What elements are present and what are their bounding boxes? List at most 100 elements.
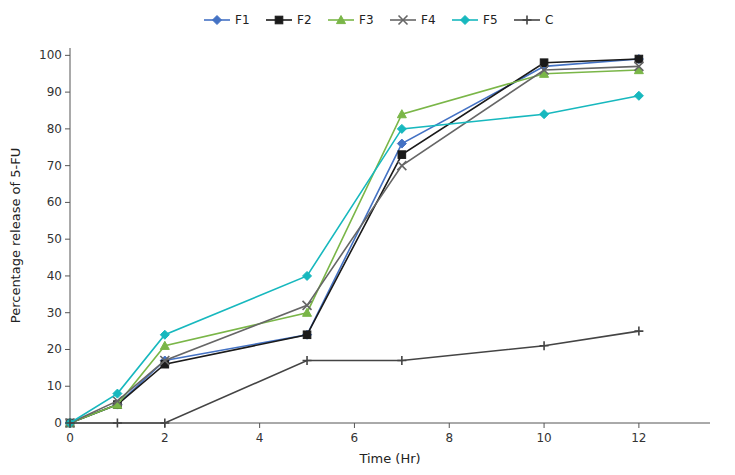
legend-marker <box>399 16 408 25</box>
marker <box>398 151 406 159</box>
x-tick <box>544 423 545 428</box>
legend: F1 F2 F3 F4 F5 C <box>204 13 553 27</box>
x-tick <box>449 423 450 428</box>
y-tick <box>65 202 70 203</box>
marker <box>634 62 643 71</box>
marker <box>303 331 311 339</box>
marker <box>66 419 75 427</box>
series <box>66 62 644 428</box>
y-tick-label: 80 <box>47 122 62 136</box>
x-tick <box>354 423 355 428</box>
marker <box>397 356 406 365</box>
marker <box>160 356 169 365</box>
marker <box>397 139 406 148</box>
marker <box>66 419 75 428</box>
marker <box>160 330 169 339</box>
marker <box>303 330 312 339</box>
legend-item: F1 <box>204 13 250 27</box>
line <box>70 70 639 423</box>
marker <box>66 419 75 428</box>
marker <box>66 419 75 428</box>
marker <box>303 356 312 365</box>
line <box>70 59 639 423</box>
y-tick-label: 10 <box>47 379 62 393</box>
marker <box>303 301 312 310</box>
y-tick <box>65 312 70 313</box>
x-tick <box>259 423 260 428</box>
y-axis-line <box>70 48 71 423</box>
legend-item: F4 <box>390 13 436 27</box>
line <box>70 59 639 423</box>
marker <box>634 91 643 100</box>
legend-label: F2 <box>297 13 312 27</box>
marker <box>66 419 75 428</box>
marker <box>635 55 643 63</box>
chart: 0 2 4 6 8 10 12 0 10 20 30 40 50 60 70 80 90 100 Time (Hr)… <box>0 0 735 475</box>
x-tick-label: 6 <box>351 431 359 445</box>
x-tick <box>638 423 639 428</box>
plot-area <box>66 55 644 428</box>
legend-label: F3 <box>359 13 374 27</box>
series <box>66 91 644 427</box>
marker <box>160 341 169 349</box>
series <box>66 66 644 427</box>
legend-label: C <box>545 13 553 27</box>
marker <box>66 419 74 427</box>
y-tick <box>65 386 70 387</box>
y-tick-label: 100 <box>39 48 62 62</box>
y-tick <box>65 128 70 129</box>
series <box>66 55 644 428</box>
y-tick <box>65 92 70 93</box>
line <box>70 331 639 423</box>
y-tick-label: 90 <box>47 85 62 99</box>
legend-item: C <box>514 13 553 27</box>
marker <box>397 110 406 118</box>
chart-container: 0 2 4 6 8 10 12 0 10 20 30 40 50 60 70 80 90 100 Time (Hr)… <box>0 0 735 475</box>
y-tick-label: 20 <box>47 342 62 356</box>
y-tick-label: 40 <box>47 269 62 283</box>
marker <box>113 419 122 428</box>
marker <box>540 66 549 75</box>
y-tick <box>65 239 70 240</box>
x-axis-label: Time (Hr) <box>358 451 420 466</box>
marker <box>113 389 122 398</box>
y-axis-label: Percentage release of 5-FU <box>8 148 23 323</box>
series <box>66 55 642 427</box>
marker <box>634 327 643 336</box>
y-tick-label: 30 <box>47 306 62 320</box>
y-tick-label: 70 <box>47 159 62 173</box>
marker <box>540 59 548 67</box>
series <box>66 327 644 428</box>
marker <box>540 110 549 119</box>
x-tick-label: 8 <box>445 431 453 445</box>
y-tick-label: 0 <box>54 416 62 430</box>
x-tick-label: 10 <box>536 431 551 445</box>
legend-label: F1 <box>235 13 250 27</box>
legend-item: F3 <box>328 13 374 27</box>
y-tick <box>65 349 70 350</box>
legend-marker <box>275 16 283 24</box>
legend-label: F5 <box>483 13 498 27</box>
legend-marker <box>213 16 222 25</box>
line <box>70 66 639 423</box>
legend-marker <box>523 16 532 25</box>
marker <box>303 271 312 280</box>
x-tick-label: 4 <box>256 431 264 445</box>
marker <box>540 341 549 350</box>
legend-item: F5 <box>452 13 498 27</box>
marker <box>397 161 406 170</box>
y-tick-label: 50 <box>47 232 62 246</box>
y-tick-label: 60 <box>47 195 62 209</box>
x-tick-label: 2 <box>161 431 169 445</box>
legend-marker <box>337 16 346 24</box>
line <box>70 96 639 423</box>
legend-item: F2 <box>266 13 312 27</box>
legend-marker <box>461 16 470 25</box>
axes: 0 2 4 6 8 10 12 0 10 20 30 40 50 60 70 80 90 100 <box>39 48 710 445</box>
y-tick <box>65 275 70 276</box>
legend-label: F4 <box>421 13 436 27</box>
y-tick <box>65 165 70 166</box>
y-tick <box>65 55 70 56</box>
x-tick-label: 0 <box>66 431 74 445</box>
x-tick-label: 12 <box>631 431 646 445</box>
